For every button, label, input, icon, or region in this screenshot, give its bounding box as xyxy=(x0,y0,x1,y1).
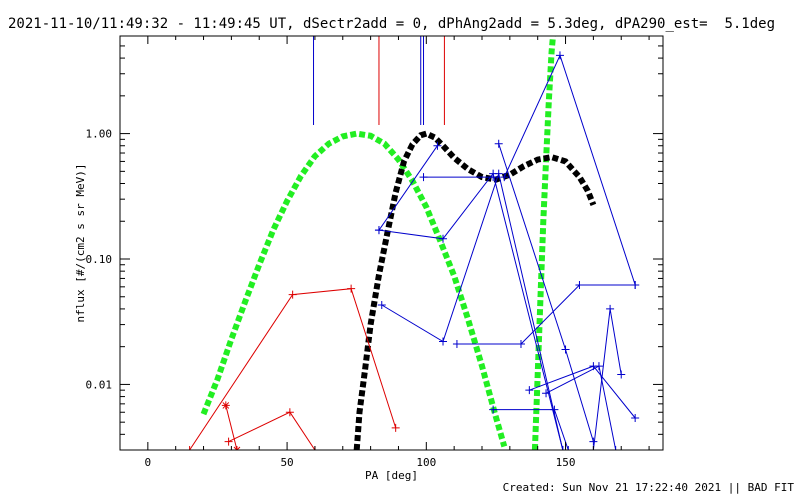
series-11-point-2 xyxy=(631,413,640,422)
x-tick-label-3: 150 xyxy=(556,456,576,469)
series-15-point-1 xyxy=(594,362,603,371)
series-7-point-0 xyxy=(374,226,383,235)
series-9-point-0 xyxy=(452,340,461,349)
series-15-point-2 xyxy=(611,446,620,450)
series-9-point-2 xyxy=(575,281,584,290)
x-tick-label-1: 50 xyxy=(280,456,293,469)
series-3-line xyxy=(189,288,397,450)
y-tick-label-2: 1.00 xyxy=(86,128,113,141)
series-12-point-0 xyxy=(500,173,509,182)
series-12-point-1 xyxy=(555,51,564,60)
series-15-line xyxy=(545,365,617,450)
series-layer xyxy=(185,36,640,450)
series-6-point-1 xyxy=(439,234,448,243)
series-13-point-1 xyxy=(561,345,570,354)
y-tick-label-0: 0.01 xyxy=(86,378,113,391)
series-10-point-2 xyxy=(564,446,573,450)
y-axis-label: nflux [#/(cm2 s sr MeV)] xyxy=(74,164,87,323)
series-0-line xyxy=(200,130,508,448)
series-5-line xyxy=(225,405,238,450)
series-9-line xyxy=(456,284,636,345)
series-13-point-2 xyxy=(589,437,598,446)
series-10-point-1 xyxy=(550,405,559,414)
series-1-line xyxy=(531,36,556,450)
series-8-point-1 xyxy=(439,337,448,346)
series-14-point-1 xyxy=(489,173,498,182)
x-tick-label-2: 100 xyxy=(416,456,436,469)
series-16-point-1 xyxy=(606,304,615,313)
series-14-point-0 xyxy=(419,173,428,182)
series-5-point-0 xyxy=(221,401,230,410)
x-axis-label: PA [deg] xyxy=(365,469,418,482)
series-6-line xyxy=(378,172,564,450)
series-8-line xyxy=(381,171,564,450)
series-3-point-2 xyxy=(347,284,356,293)
series-10-point-0 xyxy=(489,405,498,414)
chart-title: 2021-11-10/11:49:32 - 11:49:45 UT, dSect… xyxy=(8,16,776,32)
series-4-point-0 xyxy=(224,437,233,446)
series-9-point-1 xyxy=(516,340,525,349)
series-8-point-0 xyxy=(377,300,386,309)
series-4-point-1 xyxy=(285,408,294,417)
series-8-point-3 xyxy=(558,446,567,450)
series-3-point-0 xyxy=(185,446,194,450)
series-8-point-2 xyxy=(494,169,503,178)
vertical-marker-layer xyxy=(313,36,445,125)
series-3-point-3 xyxy=(391,423,400,432)
plot-frame xyxy=(119,35,664,451)
series-11-point-0 xyxy=(525,386,534,395)
series-13-point-0 xyxy=(494,139,503,148)
series-16-line xyxy=(592,308,622,450)
axis-layer: 0 50 100 150 0.01 0.10 1.00 xyxy=(86,35,663,469)
y-tick-label-1: 0.10 xyxy=(86,253,113,266)
series-3-point-1 xyxy=(288,290,297,299)
series-15-point-0 xyxy=(542,389,551,398)
x-tick-label-0: 0 xyxy=(145,456,152,469)
series-2-line xyxy=(353,130,597,450)
footer-created: Created: Sun Nov 21 17:22:40 2021 || BAD… xyxy=(502,481,794,494)
series-7-line xyxy=(378,145,438,231)
series-4-line xyxy=(228,411,316,450)
series-16-point-2 xyxy=(617,370,626,379)
series-12-point-2 xyxy=(631,281,640,290)
series-7-point-1 xyxy=(433,141,442,150)
